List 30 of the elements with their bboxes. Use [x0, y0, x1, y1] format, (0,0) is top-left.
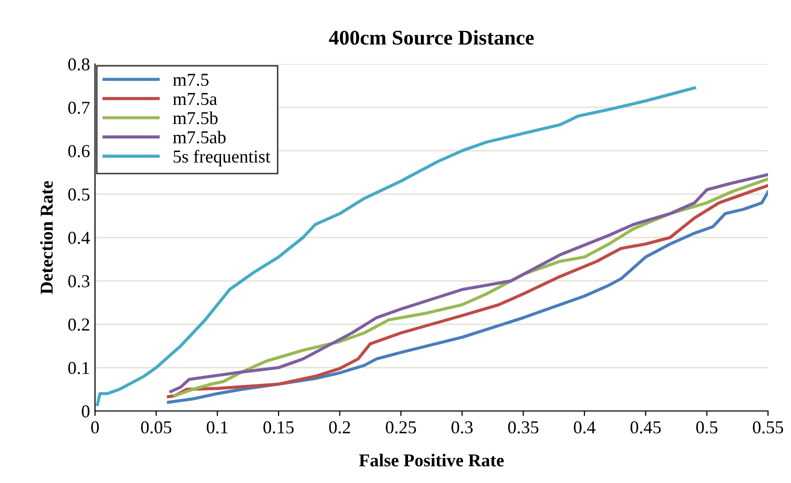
legend-label: m7.5	[173, 74, 209, 86]
y-tick-label: 0.5	[68, 188, 90, 201]
x-tick-label: 0.4	[574, 421, 596, 434]
y-tick-label: 0.6	[68, 145, 90, 158]
y-tick-label: 0.2	[68, 318, 90, 331]
x-tick-label: 0.2	[329, 421, 350, 434]
y-tick-label: 0.1	[68, 362, 90, 374]
legend-label: m7.5ab	[173, 130, 226, 144]
y-tick-label: 0.7	[68, 102, 90, 114]
chart-title: 400cm Source Distance	[328, 30, 534, 45]
x-tick-label: 0.05	[141, 421, 172, 434]
x-tick-label: 0.55	[752, 421, 784, 434]
y-tick-label: 0.3	[68, 275, 90, 288]
x-axis-title: False Positive Rate	[359, 454, 504, 466]
y-tick-label: 0.4	[68, 232, 90, 244]
x-tick-label: 0.25	[386, 421, 416, 434]
y-tick-label: 0	[82, 405, 90, 418]
line-series	[96, 86, 696, 406]
x-tick-label: 0.35	[508, 421, 538, 434]
x-tick-label: 0.45	[630, 421, 661, 434]
x-tick-label: 0	[91, 421, 99, 434]
x-tick-label: 0.3	[451, 421, 473, 434]
x-tick-label: 0.15	[263, 421, 294, 434]
legend-label: m7.5a	[173, 93, 218, 106]
y-tick-label: 0.8	[68, 58, 90, 71]
y-axis-title: Detection Rate	[40, 181, 53, 294]
x-tick-label: 0.1	[206, 421, 228, 434]
legend-label: m7.5b	[173, 112, 218, 124]
x-tick-label: 0.5	[696, 421, 718, 434]
legend-label: 5s frequentist	[174, 150, 270, 166]
